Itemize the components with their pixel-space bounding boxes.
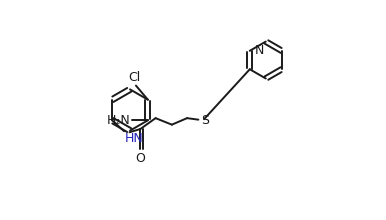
Text: N: N (254, 44, 264, 57)
Text: O: O (135, 152, 145, 165)
Text: HN: HN (125, 132, 144, 145)
Text: S: S (201, 114, 209, 127)
Text: H₂N: H₂N (107, 114, 130, 127)
Text: Cl: Cl (129, 71, 141, 84)
